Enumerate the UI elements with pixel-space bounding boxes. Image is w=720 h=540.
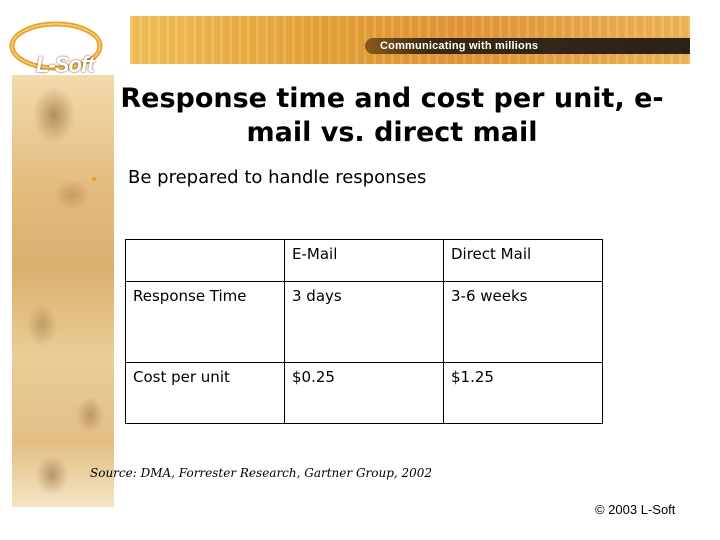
table-row: Cost per unit $0.25 $1.25 bbox=[125, 362, 603, 424]
copyright-notice: © 2003 L-Soft bbox=[595, 502, 676, 517]
slide-title-line-1: Response time and cost per unit, e- bbox=[120, 83, 664, 114]
table-header-row: E-Mail Direct Mail bbox=[125, 239, 603, 282]
table-header-cell bbox=[125, 239, 285, 282]
banner-tagline-bar bbox=[365, 38, 690, 54]
table-header-cell: E-Mail bbox=[284, 239, 444, 282]
table-row-label: Cost per unit bbox=[125, 362, 285, 424]
source-citation: Source: DMA, Forrester Research, Gartner… bbox=[90, 466, 433, 480]
slide-title: Response time and cost per unit, e- mail… bbox=[82, 82, 702, 150]
banner-tagline: Communicating with millions bbox=[380, 40, 539, 52]
table-cell: 3-6 weeks bbox=[443, 281, 603, 363]
bullet-text: Be prepared to handle responses bbox=[128, 167, 427, 188]
table-row: Response Time 3 days 3-6 weeks bbox=[125, 281, 603, 363]
bullet-icon: • bbox=[90, 172, 99, 188]
table-row-label: Response Time bbox=[125, 281, 285, 363]
table-cell: $0.25 bbox=[284, 362, 444, 424]
sepia-photo-strip bbox=[12, 75, 114, 507]
logo-swoosh-icon bbox=[9, 21, 103, 71]
l-soft-logo: L-Soft bbox=[6, 16, 106, 77]
table-cell: $1.25 bbox=[443, 362, 603, 424]
logo-text: L-Soft bbox=[36, 52, 95, 77]
table-cell: 3 days bbox=[284, 281, 444, 363]
comparison-table: E-Mail Direct Mail Response Time 3 days … bbox=[125, 239, 603, 424]
table-header-cell: Direct Mail bbox=[443, 239, 603, 282]
header-banner: Communicating with millions bbox=[130, 16, 690, 64]
slide-title-line-2: mail vs. direct mail bbox=[246, 117, 538, 148]
